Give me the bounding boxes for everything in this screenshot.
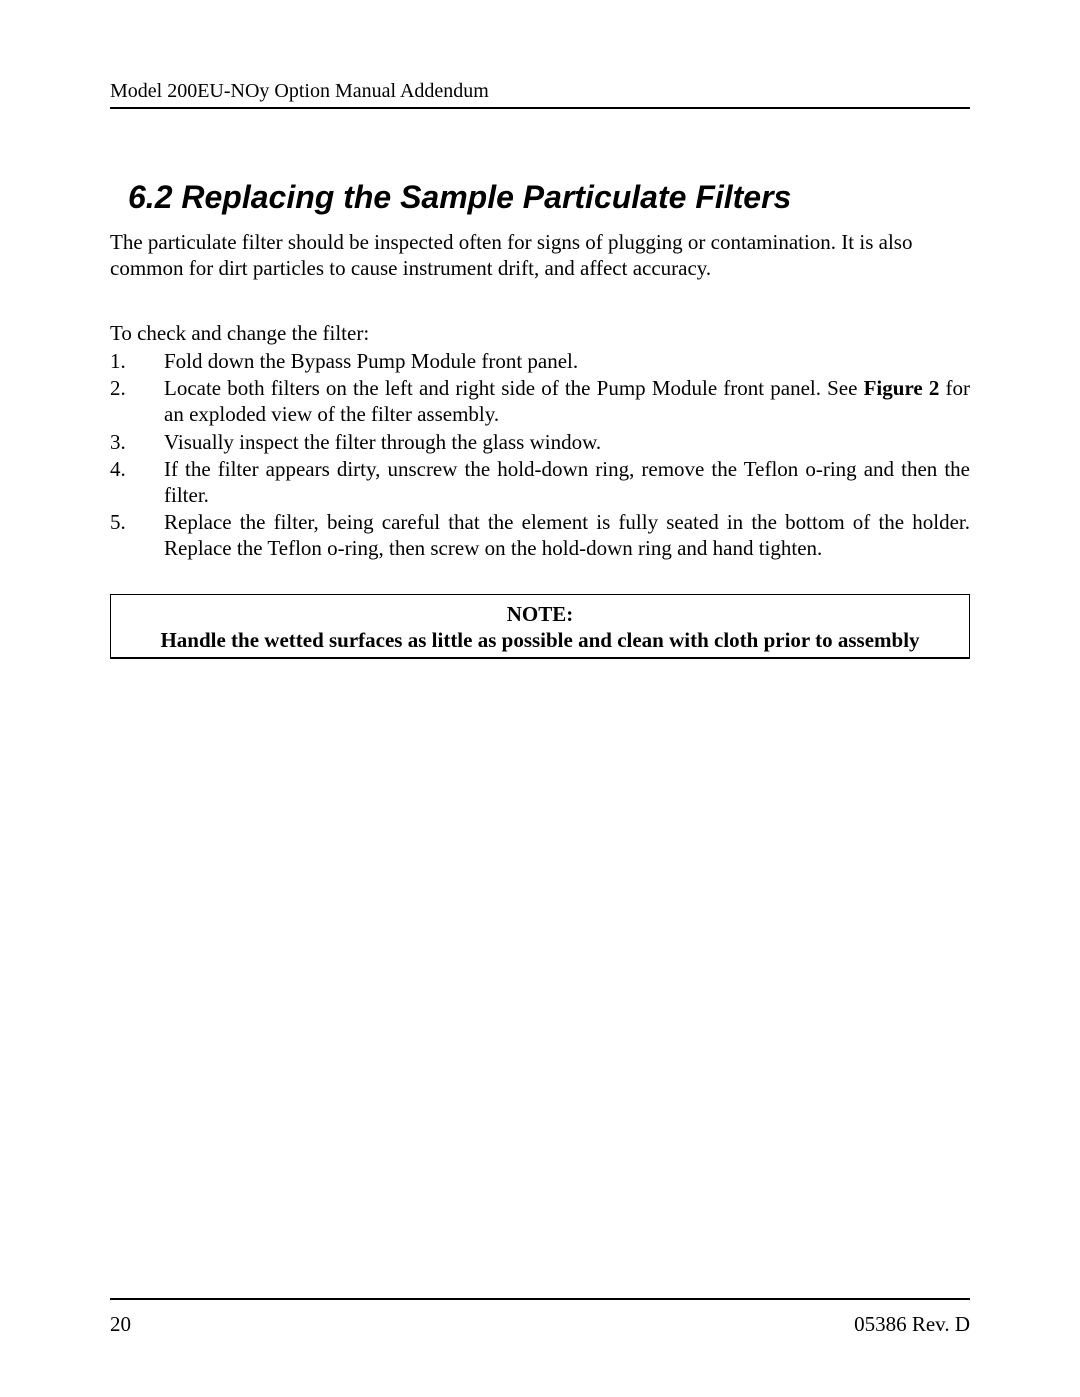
- section-heading: 6.2 Replacing the Sample Particulate Fil…: [110, 179, 970, 216]
- note-box: NOTE: Handle the wetted surfaces as litt…: [110, 594, 970, 660]
- list-item: 1. Fold down the Bypass Pump Module fron…: [110, 349, 970, 375]
- step-number: 1.: [110, 349, 164, 375]
- step-number: 4.: [110, 457, 164, 508]
- steps-list: 1. Fold down the Bypass Pump Module fron…: [110, 349, 970, 564]
- section-number: 6.2: [128, 179, 172, 215]
- step-text: Locate both filters on the left and righ…: [164, 376, 970, 427]
- page-footer: 20 05386 Rev. D: [110, 1298, 970, 1337]
- step-text-pre: Locate both filters on the left and righ…: [164, 376, 864, 400]
- note-text: Handle the wetted surfaces as little as …: [123, 627, 957, 653]
- step-number: 2.: [110, 376, 164, 427]
- list-item: 2. Locate both filters on the left and r…: [110, 376, 970, 427]
- page: Model 200EU-NOy Option Manual Addendum 6…: [0, 0, 1080, 1397]
- step-text: If the filter appears dirty, unscrew the…: [164, 457, 970, 508]
- step-text: Replace the filter, being careful that t…: [164, 510, 970, 561]
- step-text: Fold down the Bypass Pump Module front p…: [164, 349, 970, 375]
- lead-paragraph: To check and change the filter:: [110, 321, 970, 347]
- intro-paragraph: The particulate filter should be inspect…: [110, 230, 970, 281]
- list-item: 3. Visually inspect the filter through t…: [110, 430, 970, 456]
- list-item: 4. If the filter appears dirty, unscrew …: [110, 457, 970, 508]
- doc-revision: 05386 Rev. D: [854, 1312, 970, 1337]
- step-number: 3.: [110, 430, 164, 456]
- list-item: 5. Replace the filter, being careful tha…: [110, 510, 970, 561]
- figure-ref: Figure 2: [864, 376, 940, 400]
- running-head: Model 200EU-NOy Option Manual Addendum: [110, 80, 970, 109]
- step-number: 5.: [110, 510, 164, 561]
- page-number: 20: [110, 1312, 131, 1337]
- note-label: NOTE:: [123, 601, 957, 627]
- step-text: Visually inspect the filter through the …: [164, 430, 970, 456]
- section-title-text: Replacing the Sample Particulate Filters: [181, 179, 791, 215]
